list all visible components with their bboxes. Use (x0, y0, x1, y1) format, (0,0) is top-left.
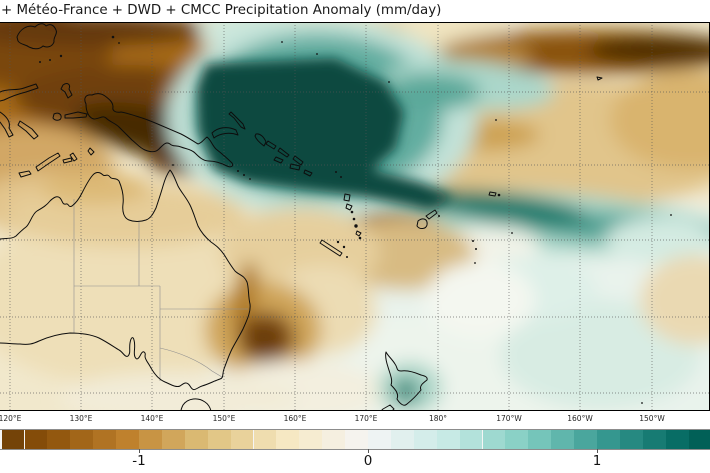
coast-new-guinea (84, 93, 234, 168)
colorbar-segment (597, 430, 620, 449)
colorbar-tick-mark (597, 449, 598, 453)
wet-core-blob (197, 58, 455, 210)
coast-new-ireland (228, 111, 246, 130)
colorbar-segment (47, 430, 71, 449)
figure-title: + Météo-France + DWD + CMCC Precipitatio… (1, 3, 442, 18)
colorbar-tick-labels: -1 0 1 (0, 449, 710, 471)
coast-fiji (416, 209, 438, 229)
colorbar-segment (230, 430, 254, 449)
colorbar-tick-mark (139, 449, 140, 453)
colorbar-tick-mark (368, 449, 369, 453)
map-canvas (0, 22, 710, 411)
x-tick-label: 160°E (283, 414, 307, 423)
x-axis-tick-labels: 120°E 130°E 140°E 150°E 160°E 170°E 180° 170°W 1… (0, 412, 710, 428)
coast-samoa (488, 191, 497, 197)
colorbar-tick-label: 1 (592, 453, 602, 469)
colorbar-segment (551, 430, 575, 449)
colorbar-segment (482, 430, 506, 449)
coast-australia (0, 169, 251, 391)
x-tick-label: 160°W (567, 414, 593, 423)
x-tick-label: 180° (428, 414, 448, 423)
colorbar-tick-label: 0 (363, 453, 373, 469)
colorbar-segment (390, 430, 414, 449)
x-tick-label: 170°W (496, 414, 522, 423)
coast-vanuatu (343, 193, 362, 237)
x-tick-label: 170°E (354, 414, 378, 423)
colorbar-segment (459, 430, 483, 449)
colorbar-segment (24, 430, 48, 449)
colorbar-segment (688, 430, 710, 449)
colorbar-segment (276, 430, 300, 449)
colorbar-segment (436, 430, 460, 449)
coast-sulawesi (0, 83, 39, 140)
coast-kiritimati (596, 76, 603, 81)
colorbar-segment (161, 430, 185, 449)
colorbar (0, 429, 710, 450)
graticule-gridlines (0, 22, 710, 411)
colorbar-segment (116, 430, 139, 449)
coast-mindanao (16, 23, 57, 50)
colorbar-segment (1, 430, 25, 449)
coast-bougainville (254, 133, 267, 147)
colorbar-segment (528, 430, 552, 449)
colorbar-segment (345, 430, 368, 449)
colorbar-segment (642, 430, 666, 449)
colorbar-segment (505, 430, 529, 449)
coast-new-britain (211, 127, 239, 139)
coast-new-caledonia (319, 239, 343, 257)
colorbar-segment (322, 430, 346, 449)
coast-seram-buru (52, 111, 88, 121)
coast-timor (18, 147, 95, 178)
colorbar-segment (70, 430, 94, 449)
colorbar-segment (413, 430, 437, 449)
x-tick-label: 130°E (69, 414, 93, 423)
x-tick-label: 140°E (140, 414, 164, 423)
island-specks (39, 35, 672, 404)
colorbar-segment (619, 430, 643, 449)
coast-nz-north-island (385, 351, 428, 406)
colorbar-segment (574, 430, 597, 449)
coast-halmahera (60, 83, 73, 99)
x-tick-label: 120°E (0, 414, 22, 423)
colorbar-segment (253, 430, 277, 449)
colorbar-segment (207, 430, 231, 449)
x-tick-label: 150°W (639, 414, 665, 423)
colorbar-tick-label: -1 (132, 453, 146, 469)
colorbar-segment (93, 430, 117, 449)
colorbar-segment (184, 430, 208, 449)
coast-solomons (265, 140, 313, 177)
colorbar-segment (139, 430, 162, 449)
colorbar-segment (368, 430, 391, 449)
colorbar-segment (299, 430, 323, 449)
x-tick-label: 150°E (212, 414, 236, 423)
state-borders (73, 199, 248, 381)
colorbar-segment (665, 430, 689, 449)
